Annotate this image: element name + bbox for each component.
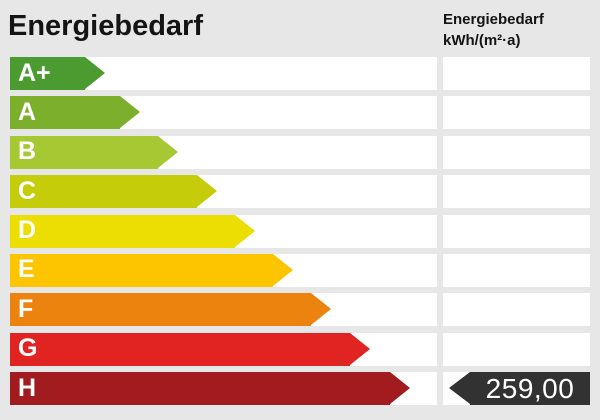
- scale-row-c: C: [10, 175, 590, 209]
- band-arrow-icon-f: [311, 293, 331, 326]
- band-bar-c: [10, 175, 197, 209]
- scale-row-g: G: [10, 332, 590, 366]
- scale-row-d: D: [10, 214, 590, 248]
- value-marker-arrow-icon: [449, 372, 470, 405]
- band-label-c: C: [18, 176, 37, 205]
- value-cell-g: [443, 332, 590, 366]
- band-arrow-icon-g: [350, 332, 370, 365]
- scale-row-aplus: A+: [10, 57, 590, 90]
- band-arrow-icon-a: [120, 96, 140, 129]
- band-bar-h: [10, 372, 390, 406]
- scale-row-a: A: [10, 96, 590, 130]
- band-track-h: H: [10, 372, 437, 406]
- band-label-f: F: [18, 294, 34, 323]
- scale-row-h: H 259,00: [10, 372, 590, 406]
- band-bar-b: [10, 135, 158, 169]
- band-bar-f: [10, 293, 311, 327]
- band-label-b: B: [18, 137, 37, 166]
- value-cell-c: [443, 175, 590, 209]
- scale-row-e: E: [10, 253, 590, 287]
- band-arrow-icon-c: [197, 175, 217, 208]
- band-arrow-icon-aplus: [85, 57, 105, 89]
- energy-scale: A+ A B C D E F G H 259,00: [10, 57, 590, 406]
- band-label-d: D: [18, 216, 37, 245]
- value-cell-h: 259,00: [443, 372, 590, 406]
- band-label-aplus: A+: [18, 58, 51, 87]
- value-marker: 259,00: [470, 372, 590, 406]
- value-cell-b: [443, 135, 590, 169]
- value-cell-aplus: [443, 57, 590, 90]
- band-bar-a: [10, 96, 120, 130]
- band-bar-g: [10, 332, 350, 366]
- band-arrow-icon-e: [273, 253, 293, 286]
- unit-label-line2: kWh/(m²·a): [443, 32, 521, 49]
- band-arrow-icon-d: [235, 214, 255, 247]
- band-track-d: D: [10, 214, 437, 248]
- band-track-b: B: [10, 135, 437, 169]
- value-cell-f: [443, 293, 590, 327]
- value-cell-a: [443, 96, 590, 130]
- value-cell-d: [443, 214, 590, 248]
- scale-row-f: F: [10, 293, 590, 327]
- band-track-g: G: [10, 332, 437, 366]
- band-track-f: F: [10, 293, 437, 327]
- band-label-e: E: [18, 255, 35, 284]
- band-bar-aplus: [10, 57, 85, 90]
- band-track-e: E: [10, 253, 437, 287]
- band-label-a: A: [18, 97, 37, 126]
- band-track-c: C: [10, 175, 437, 209]
- value-text: 259,00: [485, 372, 575, 404]
- scale-row-b: B: [10, 135, 590, 169]
- unit-label-line1: Energiebedarf: [443, 11, 544, 28]
- band-label-g: G: [18, 334, 38, 363]
- page-title: Energiebedarf: [8, 10, 203, 42]
- unit-label: Energiebedarf kWh/(m²·a): [443, 9, 544, 51]
- band-bar-d: [10, 214, 235, 248]
- value-cell-e: [443, 253, 590, 287]
- band-arrow-icon-b: [158, 135, 178, 168]
- band-track-aplus: A+: [10, 57, 437, 90]
- band-arrow-icon-h: [390, 372, 410, 405]
- band-bar-e: [10, 253, 273, 287]
- band-track-a: A: [10, 96, 437, 130]
- band-label-h: H: [18, 373, 37, 402]
